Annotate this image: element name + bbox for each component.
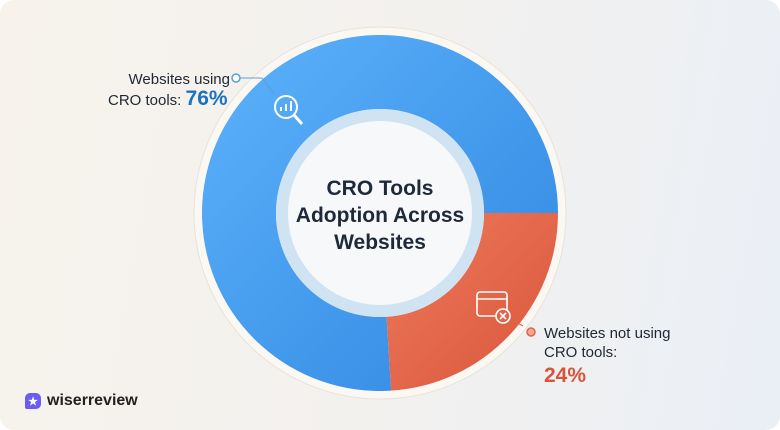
value-not-using: 24% <box>544 364 587 387</box>
center-hole <box>288 121 472 305</box>
leader-dot-using <box>231 73 241 83</box>
brand-logo: ★ wiserreview <box>25 392 138 410</box>
label-not-using: Websites not using CRO tools: 24% <box>544 325 671 387</box>
label-using: Websites using CRO tools: 76% <box>108 71 230 110</box>
browser-window-x-icon <box>476 291 511 324</box>
leader-line-not-using <box>511 319 524 327</box>
slice-0 <box>202 35 558 391</box>
analytics-magnifier-icon <box>274 95 304 125</box>
slice-1 <box>386 213 558 391</box>
star-icon: ★ <box>25 393 41 409</box>
value-using: 76% <box>185 87 228 110</box>
chart-title: CRO Tools Adoption Across Websites <box>296 177 464 254</box>
leader-dot-not-using <box>526 327 536 337</box>
